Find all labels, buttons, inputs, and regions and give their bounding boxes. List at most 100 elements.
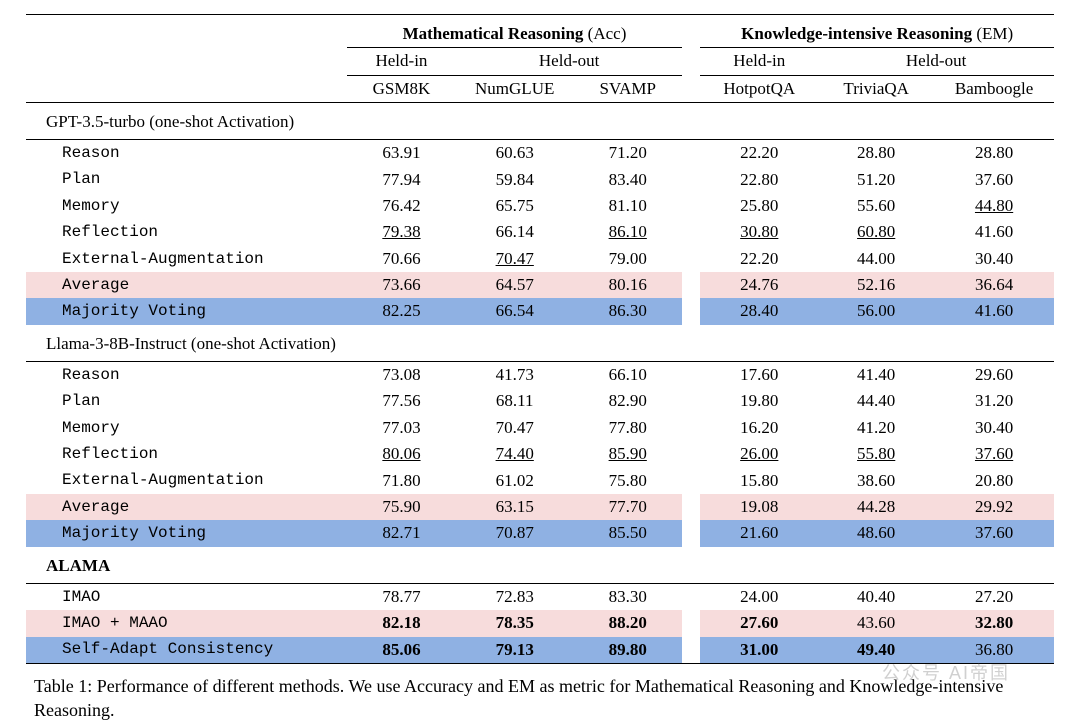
cell-value: 78.35 [456,610,573,636]
table-row: Reflection79.3866.1486.1030.8060.8041.60 [26,219,1054,245]
cell-value: 56.00 [818,298,934,324]
cell-value: 70.66 [347,246,456,272]
cell-value: 22.80 [700,167,818,193]
cell-value: 79.13 [456,637,573,664]
header-heldout-1: Held-out [456,48,682,75]
cell-value: 73.66 [347,272,456,298]
row-label: IMAO [26,583,347,610]
cell-value: 49.40 [818,637,934,664]
cell-value: 83.40 [573,167,682,193]
cell-value: 44.40 [818,388,934,414]
cell-value: 88.20 [573,610,682,636]
cell-value: 85.06 [347,637,456,664]
cell-value: 31.00 [700,637,818,664]
cell-value: 60.63 [456,140,573,167]
header-heldout-2: Held-out [818,48,1054,75]
table-row: Reason63.9160.6371.2022.2028.8028.80 [26,140,1054,167]
table-row: IMAO + MAAO82.1878.3588.2027.6043.6032.8… [26,610,1054,636]
cell-value: 30.40 [934,415,1054,441]
cell-value: 77.80 [573,415,682,441]
row-label: Average [26,494,347,520]
header-math-bold: Mathematical Reasoning [403,24,584,43]
row-label: IMAO + MAAO [26,610,347,636]
cell-value: 36.64 [934,272,1054,298]
row-label: Reason [26,140,347,167]
cell-value: 63.91 [347,140,456,167]
row-label: Reason [26,362,347,389]
cell-value: 80.16 [573,272,682,298]
cell-value: 29.92 [934,494,1054,520]
col-svamp: SVAMP [573,75,682,102]
header-know: Knowledge-intensive Reasoning (EM) [700,15,1054,48]
header-math: Mathematical Reasoning (Acc) [347,15,682,48]
cell-value: 24.76 [700,272,818,298]
col-numglue: NumGLUE [456,75,573,102]
cell-value: 65.75 [456,193,573,219]
col-gsm8k: GSM8K [347,75,456,102]
cell-value: 77.70 [573,494,682,520]
table-row: Majority Voting82.2566.5486.3028.4056.00… [26,298,1054,324]
row-label: External-Augmentation [26,246,347,272]
table-row: External-Augmentation70.6670.4779.0022.2… [26,246,1054,272]
header-heldin-2: Held-in [700,48,818,75]
cell-value: 41.60 [934,219,1054,245]
cell-value: 28.80 [818,140,934,167]
section-title: ALAMA [26,547,1054,584]
table-caption: Table 1: Performance of different method… [26,664,1054,723]
cell-value: 17.60 [700,362,818,389]
row-label: Reflection [26,441,347,467]
row-label: External-Augmentation [26,468,347,494]
header-math-light: (Acc) [583,24,626,43]
table-row: Self-Adapt Consistency85.0679.1389.8031.… [26,637,1054,664]
row-label: Self-Adapt Consistency [26,637,347,664]
cell-value: 80.06 [347,441,456,467]
cell-value: 71.20 [573,140,682,167]
table-row: External-Augmentation71.8061.0275.8015.8… [26,468,1054,494]
cell-value: 77.03 [347,415,456,441]
cell-value: 82.71 [347,520,456,546]
cell-value: 20.80 [934,468,1054,494]
cell-value: 72.83 [456,583,573,610]
col-triviaqa: TriviaQA [818,75,934,102]
cell-value: 19.08 [700,494,818,520]
cell-value: 48.60 [818,520,934,546]
cell-value: 36.80 [934,637,1054,664]
cell-value: 37.60 [934,520,1054,546]
cell-value: 37.60 [934,441,1054,467]
cell-value: 30.80 [700,219,818,245]
cell-value: 60.80 [818,219,934,245]
cell-value: 27.20 [934,583,1054,610]
cell-value: 51.20 [818,167,934,193]
results-table: Mathematical Reasoning (Acc) Knowledge-i… [26,14,1054,664]
cell-value: 26.00 [700,441,818,467]
cell-value: 81.10 [573,193,682,219]
cell-value: 32.80 [934,610,1054,636]
cell-value: 70.47 [456,415,573,441]
cell-value: 70.47 [456,246,573,272]
cell-value: 43.60 [818,610,934,636]
cell-value: 74.40 [456,441,573,467]
cell-value: 75.90 [347,494,456,520]
cell-value: 24.00 [700,583,818,610]
col-bamboogle: Bamboogle [934,75,1054,102]
cell-value: 55.80 [818,441,934,467]
table-row: Majority Voting82.7170.8785.5021.6048.60… [26,520,1054,546]
row-label: Majority Voting [26,298,347,324]
cell-value: 31.20 [934,388,1054,414]
cell-value: 59.84 [456,167,573,193]
cell-value: 41.73 [456,362,573,389]
row-label: Average [26,272,347,298]
cell-value: 66.14 [456,219,573,245]
cell-value: 29.60 [934,362,1054,389]
cell-value: 82.90 [573,388,682,414]
cell-value: 64.57 [456,272,573,298]
cell-value: 25.80 [700,193,818,219]
cell-value: 28.80 [934,140,1054,167]
section-title: Llama-3-8B-Instruct (one-shot Activation… [26,325,1054,362]
row-label: Majority Voting [26,520,347,546]
cell-value: 86.30 [573,298,682,324]
col-hotpotqa: HotpotQA [700,75,818,102]
cell-value: 30.40 [934,246,1054,272]
cell-value: 41.20 [818,415,934,441]
cell-value: 28.40 [700,298,818,324]
